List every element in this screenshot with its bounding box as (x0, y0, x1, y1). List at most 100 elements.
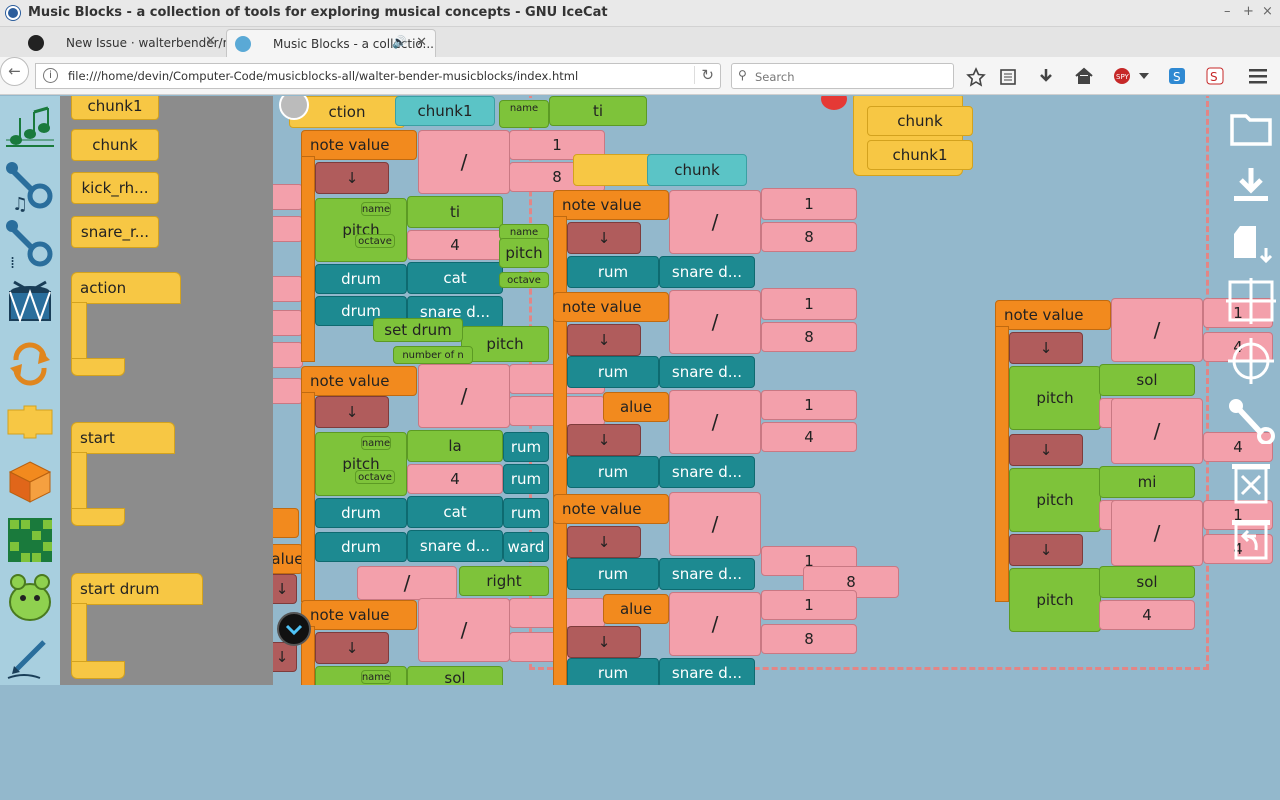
url-text[interactable]: file:///home/devin/Computer-Code/musicbl… (68, 69, 579, 83)
bookmark-star-icon[interactable] (966, 67, 986, 87)
down-arrow-block[interactable]: ↓ (567, 626, 641, 658)
note-value-block[interactable]: note value (553, 292, 669, 322)
down-arrow-block[interactable]: ↓ (567, 222, 641, 254)
drum-name-block[interactable]: snare d... (659, 658, 755, 685)
drum-name-block[interactable]: snare d... (659, 456, 755, 488)
drum-partial-block[interactable]: rum (567, 558, 659, 590)
note-ti-block[interactable]: ti (549, 96, 647, 126)
clear-trash-icon[interactable] (1226, 460, 1276, 506)
flyout-kick-rhythm-block[interactable]: kick_rh... (71, 172, 159, 204)
url-bar[interactable]: i file:///home/devin/Computer-Code/music… (35, 63, 721, 89)
center-crosshair-icon[interactable] (1226, 338, 1276, 384)
chunk-name-block[interactable]: chunk (647, 154, 747, 186)
divide-block[interactable]: / (1111, 398, 1203, 464)
set-drum-block[interactable]: set drum (373, 318, 463, 342)
divide-block[interactable]: / (669, 492, 761, 556)
down-arrow-block[interactable]: ↓ (567, 526, 641, 558)
note-name-block[interactable]: ti (407, 196, 503, 228)
drum-partial-block[interactable]: rum (567, 256, 659, 288)
drum-name-block[interactable]: snare d... (659, 256, 755, 288)
down-arrow-block[interactable]: ↓ (315, 396, 389, 428)
flyout-start-block[interactable]: start (71, 422, 175, 454)
note-value-block[interactable]: note value (995, 300, 1111, 330)
save-download-icon[interactable] (1226, 162, 1276, 208)
drum-partial-block[interactable]: rum (567, 658, 659, 685)
divide-block[interactable]: / (669, 290, 761, 354)
partial-down-block[interactable]: ↓ (273, 642, 297, 672)
menu-dropdown-icon[interactable] (1138, 71, 1150, 81)
divide-block[interactable]: / (669, 390, 761, 454)
note-name-block[interactable]: mi (1099, 466, 1195, 498)
flyout-start-drum-block[interactable]: start drum (71, 573, 203, 605)
drum-name-block[interactable]: snare d... (407, 530, 503, 562)
drum-partial-block[interactable]: rum (567, 356, 659, 388)
numerator-block[interactable]: 1 (761, 288, 857, 320)
back-button[interactable]: ← (0, 57, 29, 86)
pitch-block[interactable]: pitch (461, 326, 549, 362)
denominator-block[interactable]: 4 (1203, 432, 1273, 462)
octave-value-block[interactable]: 4 (1099, 600, 1195, 630)
note-value-block[interactable]: note value (301, 366, 417, 396)
partial-down-block[interactable]: ↓ (273, 574, 297, 604)
privacy-icon[interactable]: S (1206, 67, 1224, 85)
reading-list-icon[interactable] (999, 68, 1017, 86)
partial-value-block[interactable]: value (273, 544, 303, 574)
note-name-block[interactable]: sol (1099, 364, 1195, 396)
site-info-icon[interactable]: i (43, 68, 58, 83)
drum-name-block[interactable]: snare d... (659, 558, 755, 590)
note-value-block[interactable]: note value (553, 494, 669, 524)
octave-value-block[interactable]: 4 (407, 464, 503, 494)
grid-icon[interactable] (1226, 278, 1276, 324)
divide-block[interactable]: / (418, 130, 510, 194)
hamburger-menu-icon[interactable] (1249, 68, 1267, 84)
number-of-notes-block[interactable]: number of n (393, 346, 473, 364)
divide-block[interactable]: / (1111, 298, 1203, 362)
denominator-block[interactable]: 4 (761, 422, 857, 452)
scroll-down-icon[interactable] (277, 612, 311, 646)
tab-music-blocks[interactable]: Music Blocks - a collectio... 🔊 ✕ (226, 29, 436, 57)
pitch-palette-icon[interactable]: ⁞ (4, 218, 56, 270)
denominator-block[interactable]: 8 (761, 322, 857, 352)
note-name-block[interactable]: la (407, 430, 503, 462)
note-name-block[interactable]: sol (407, 666, 503, 685)
numerator-block[interactable]: 1 (761, 390, 857, 420)
block-workspace[interactable]: value ↓ ↓ ction chunk1 name ti note valu… (273, 96, 1280, 685)
flyout-action-block[interactable]: action (71, 272, 181, 304)
numerator-block[interactable]: 1 (761, 188, 857, 220)
drum-partial-block[interactable]: rum (503, 498, 549, 528)
down-arrow-block[interactable]: ↓ (315, 162, 389, 194)
divide-block[interactable]: / (357, 566, 457, 600)
divide-block[interactable]: / (669, 190, 761, 254)
close-window-button[interactable]: × (1262, 4, 1273, 19)
drum-partial-block[interactable]: rum (503, 464, 549, 494)
divide-block[interactable]: / (418, 598, 510, 662)
minimize-button[interactable]: – (1224, 4, 1231, 19)
open-folder-icon[interactable] (1226, 106, 1276, 152)
chunk1-name-block[interactable]: chunk1 (395, 96, 495, 126)
save-artwork-icon[interactable] (1226, 220, 1276, 266)
drum-name-block[interactable]: cat (407, 496, 503, 528)
chunk-block[interactable]: chunk (867, 106, 973, 136)
chunk1-block[interactable]: chunk1 (867, 140, 973, 170)
flyout-chunk-block[interactable]: chunk (71, 129, 159, 161)
note-value-block[interactable]: note value (553, 190, 669, 220)
spy-icon[interactable]: SPY (1112, 67, 1132, 85)
maximize-button[interactable]: + (1243, 4, 1254, 19)
flyout-chunk1-block[interactable]: chunk1 (71, 96, 159, 120)
audio-playing-icon[interactable]: 🔊 (392, 35, 407, 49)
divide-block[interactable]: / (669, 592, 761, 656)
drum-block[interactable]: drum (315, 264, 407, 294)
action-palette-icon[interactable] (4, 398, 56, 450)
divide-block[interactable]: / (1111, 500, 1203, 566)
pitch-block[interactable]: pitch (1009, 568, 1101, 632)
drum-block[interactable]: drum (315, 532, 407, 562)
flow-palette-icon[interactable] (4, 338, 56, 390)
note-value-block[interactable]: note value (301, 600, 417, 630)
rhythm-palette-icon[interactable] (4, 100, 56, 152)
pitch-block[interactable]: pitch (499, 238, 549, 268)
boxes-palette-icon[interactable] (4, 456, 56, 508)
drum-partial-block[interactable]: rum (503, 432, 549, 462)
right-block[interactable]: right (459, 566, 549, 596)
tab-close-icon[interactable]: ✕ (205, 34, 216, 49)
down-arrow-block[interactable]: ↓ (567, 424, 641, 456)
